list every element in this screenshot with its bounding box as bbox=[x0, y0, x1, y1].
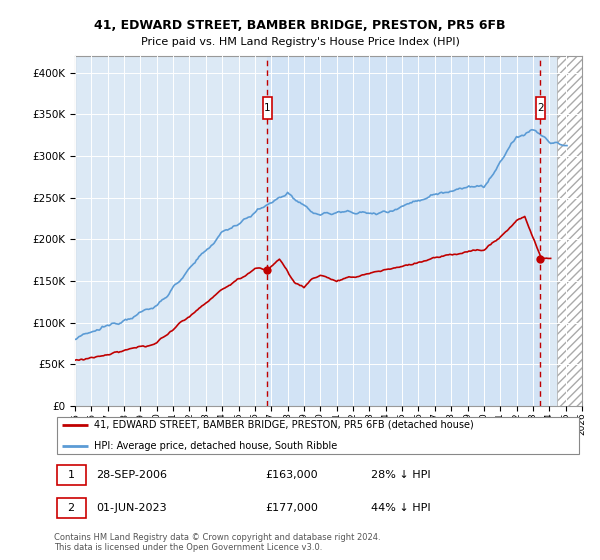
Bar bbox=[557, 56, 582, 406]
FancyBboxPatch shape bbox=[536, 97, 545, 119]
Text: £177,000: £177,000 bbox=[265, 503, 318, 513]
Text: This data is licensed under the Open Government Licence v3.0.: This data is licensed under the Open Gov… bbox=[54, 543, 322, 552]
Text: 28% ↓ HPI: 28% ↓ HPI bbox=[371, 470, 430, 480]
Text: Contains HM Land Registry data © Crown copyright and database right 2024.: Contains HM Land Registry data © Crown c… bbox=[54, 533, 380, 542]
FancyBboxPatch shape bbox=[263, 97, 272, 119]
Text: 44% ↓ HPI: 44% ↓ HPI bbox=[371, 503, 430, 513]
Text: 1: 1 bbox=[68, 470, 74, 480]
Text: 41, EDWARD STREET, BAMBER BRIDGE, PRESTON, PR5 6FB (detached house): 41, EDWARD STREET, BAMBER BRIDGE, PRESTO… bbox=[94, 420, 473, 430]
Bar bbox=[267, 56, 540, 406]
FancyBboxPatch shape bbox=[56, 465, 86, 485]
FancyBboxPatch shape bbox=[56, 417, 580, 454]
Text: 2: 2 bbox=[68, 503, 75, 513]
Text: HPI: Average price, detached house, South Ribble: HPI: Average price, detached house, Sout… bbox=[94, 441, 337, 451]
Text: Price paid vs. HM Land Registry's House Price Index (HPI): Price paid vs. HM Land Registry's House … bbox=[140, 37, 460, 47]
Text: 2: 2 bbox=[537, 102, 544, 113]
Text: 28-SEP-2006: 28-SEP-2006 bbox=[96, 470, 167, 480]
Text: 41, EDWARD STREET, BAMBER BRIDGE, PRESTON, PR5 6FB: 41, EDWARD STREET, BAMBER BRIDGE, PRESTO… bbox=[94, 18, 506, 32]
Text: 01-JUN-2023: 01-JUN-2023 bbox=[96, 503, 167, 513]
Text: £163,000: £163,000 bbox=[265, 470, 318, 480]
FancyBboxPatch shape bbox=[56, 498, 86, 518]
Text: 1: 1 bbox=[264, 102, 271, 113]
